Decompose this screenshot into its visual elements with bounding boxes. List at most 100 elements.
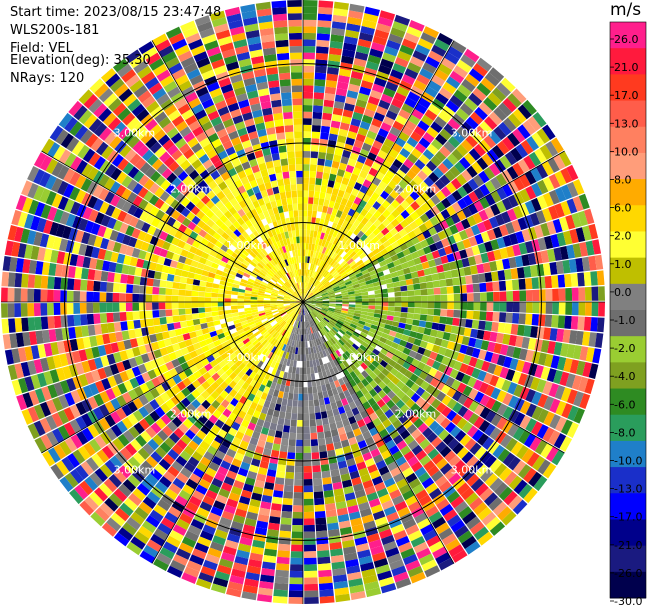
velocity-gate (183, 242, 192, 252)
velocity-gate (410, 403, 421, 413)
velocity-gate (272, 595, 288, 604)
velocity-gate (484, 193, 496, 206)
velocity-gate (219, 337, 227, 344)
velocity-gate (416, 547, 432, 560)
velocity-gate (336, 321, 343, 327)
velocity-gate (463, 327, 472, 337)
velocity-gate (297, 290, 301, 297)
velocity-gate (242, 390, 251, 399)
velocity-gate (301, 315, 303, 322)
velocity-gate (110, 424, 123, 438)
velocity-gate (372, 432, 382, 443)
velocity-gate (359, 148, 370, 158)
velocity-gate (90, 222, 101, 236)
velocity-gate (286, 317, 292, 324)
velocity-gate (132, 409, 144, 422)
velocity-gate (240, 489, 253, 499)
velocity-gate (335, 231, 343, 240)
velocity-gate (28, 390, 40, 406)
velocity-gate (336, 507, 349, 516)
velocity-gate (385, 278, 393, 284)
velocity-gate (325, 369, 332, 377)
velocity-gate (55, 367, 66, 382)
velocity-gate (131, 247, 141, 258)
velocity-gate (536, 195, 548, 210)
velocity-gate (395, 114, 408, 126)
velocity-gate (299, 374, 303, 381)
velocity-gate (283, 323, 289, 330)
velocity-gate (445, 100, 460, 113)
velocity-gate (377, 372, 386, 381)
velocity-gate (501, 197, 513, 211)
velocity-gate (154, 463, 167, 476)
velocity-gate (422, 500, 436, 512)
velocity-gate (544, 314, 553, 328)
velocity-gate (400, 445, 412, 456)
velocity-gate (598, 302, 605, 317)
velocity-gate (199, 501, 213, 512)
velocity-gate (196, 262, 205, 270)
velocity-gate (74, 174, 87, 189)
velocity-gate (345, 238, 353, 246)
velocity-gate (290, 557, 303, 565)
velocity-gate (237, 208, 246, 218)
velocity-gate (348, 511, 361, 521)
velocity-gate (288, 272, 293, 279)
velocity-gate (272, 322, 279, 329)
velocity-gate (519, 290, 527, 302)
velocity-gate (226, 317, 234, 323)
velocity-gate (386, 511, 400, 523)
velocity-gate (287, 280, 293, 287)
velocity-gate (60, 302, 67, 315)
velocity-gate (180, 159, 191, 171)
velocity-gate (316, 39, 330, 48)
velocity-gate (440, 286, 448, 295)
velocity-gate (380, 93, 393, 104)
velocity-gate (175, 203, 186, 214)
velocity-gate (380, 347, 389, 356)
velocity-gate (114, 263, 124, 274)
velocity-gate (329, 47, 342, 56)
velocity-gate (502, 235, 513, 247)
velocity-gate (330, 554, 345, 564)
velocity-gate (458, 506, 473, 520)
velocity-gate (312, 346, 317, 354)
velocity-gate (224, 539, 239, 550)
velocity-gate (290, 299, 297, 301)
velocity-gate (519, 188, 531, 203)
velocity-gate (99, 390, 110, 404)
velocity-gate (372, 35, 388, 46)
velocity-gate (307, 292, 313, 298)
velocity-gate (305, 249, 309, 257)
velocity-gate (244, 449, 255, 459)
velocity-gate (303, 511, 315, 519)
velocity-gate (197, 179, 208, 190)
velocity-gate (410, 383, 420, 393)
velocity-gate (39, 233, 50, 248)
velocity-gate (401, 103, 414, 114)
velocity-gate (323, 255, 330, 263)
velocity-gate (295, 314, 299, 321)
velocity-gate (33, 404, 46, 420)
velocity-gate (401, 38, 417, 50)
velocity-gate (281, 344, 287, 352)
velocity-gate (160, 391, 171, 403)
velocity-gate (223, 240, 232, 248)
velocity-gate (308, 284, 312, 291)
velocity-gate (429, 377, 440, 388)
velocity-gate (257, 297, 264, 300)
velocity-gate (299, 328, 302, 335)
velocity-gate (413, 257, 422, 266)
velocity-gate (250, 240, 258, 249)
velocity-gate (145, 136, 158, 149)
velocity-gate (363, 202, 373, 212)
velocity-gate (323, 271, 330, 278)
velocity-gate (377, 205, 387, 214)
velocity-gate (304, 583, 319, 591)
velocity-gate (277, 305, 284, 308)
velocity-gate (289, 286, 295, 293)
velocity-gate (264, 323, 272, 330)
velocity-gate (412, 319, 420, 327)
velocity-gate (385, 547, 400, 558)
velocity-gate (192, 490, 205, 501)
